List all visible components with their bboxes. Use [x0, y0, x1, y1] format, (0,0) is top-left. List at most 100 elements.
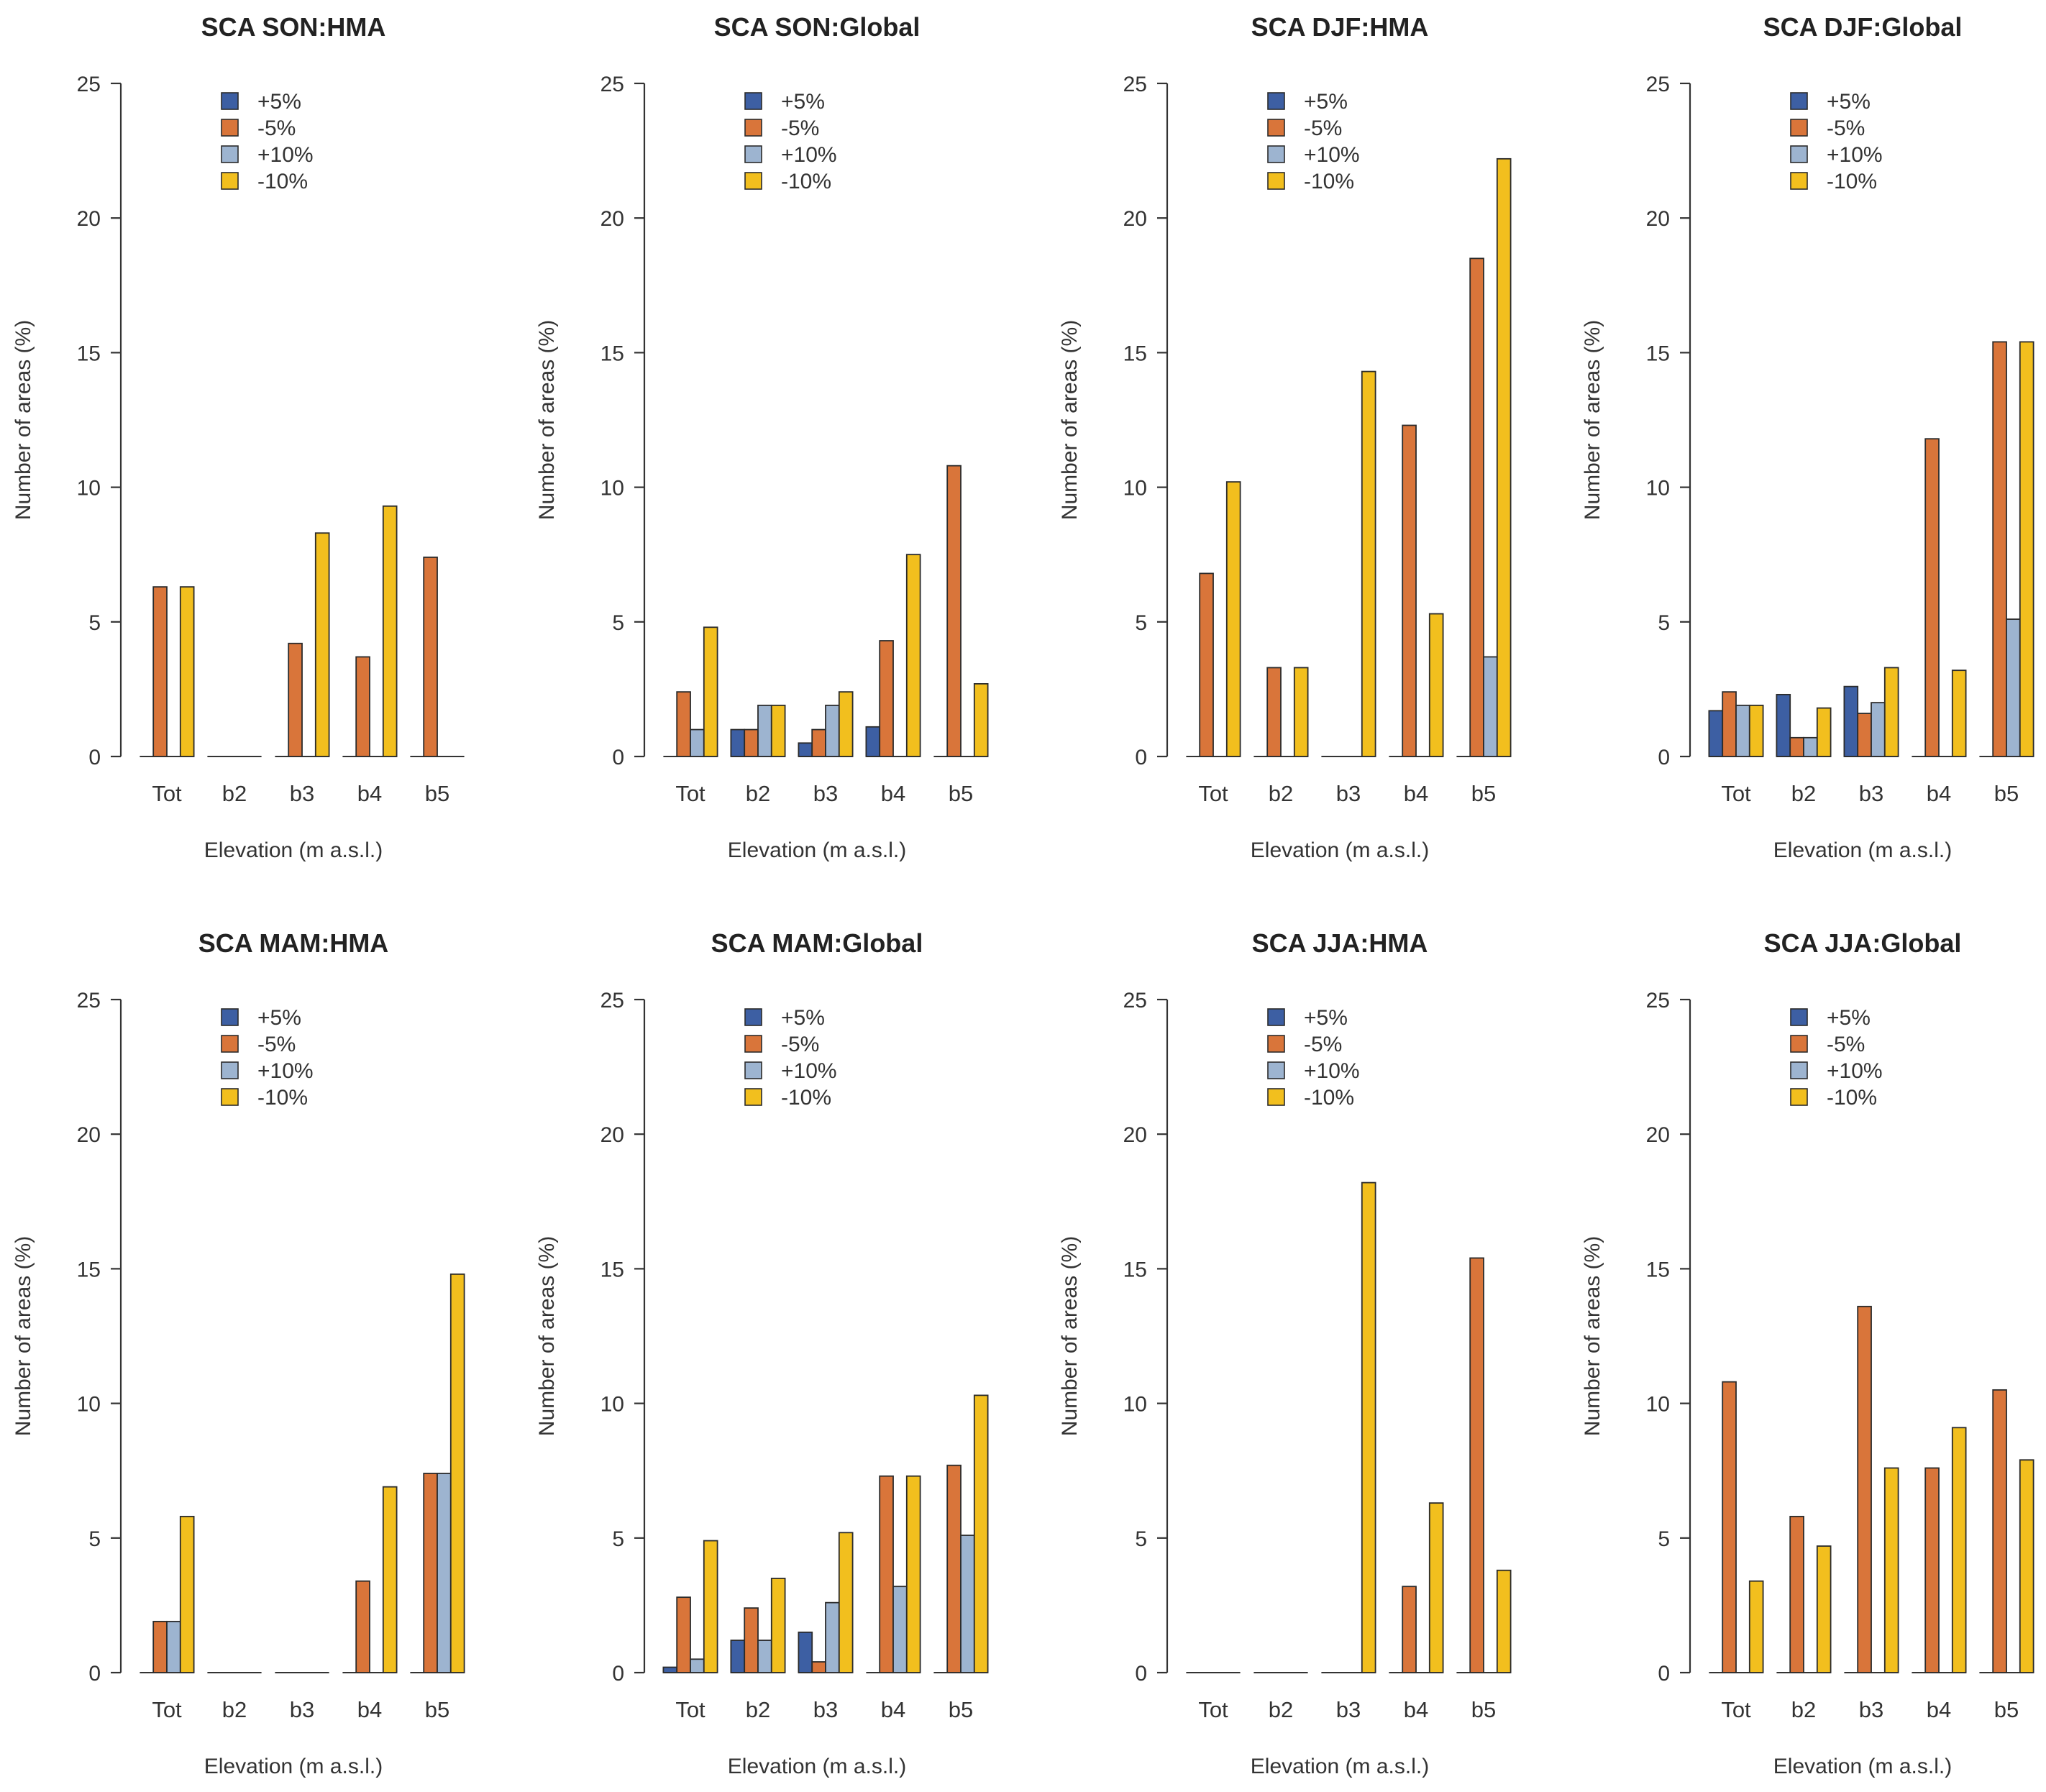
panel-6: SCA MAM:Global 0 5 10 15 20 25 Number of areas …: [535, 928, 989, 1778]
bar-plus10pct-b4: [892, 1586, 908, 1673]
bar-minus10pct-b2: [770, 704, 786, 757]
legend-swatch: [1790, 172, 1808, 190]
legend-label: +5%: [1304, 1006, 1348, 1030]
bar-plus5pct-b3: [1843, 685, 1859, 757]
bar-minus5pct-b5: [1992, 341, 2007, 757]
y-tick-label: 10: [77, 477, 101, 500]
legend-swatch: [1790, 1008, 1808, 1026]
x-tick-label: b5: [949, 1697, 973, 1722]
bar-plus10pct-Tot: [1735, 704, 1750, 757]
bar-plus5pct-b4: [865, 726, 881, 757]
legend-swatch: [1790, 119, 1808, 137]
bar-minus5pct-b4: [1924, 1467, 1940, 1673]
y-tick-label: 25: [1646, 73, 1670, 96]
legend-label: +5%: [781, 90, 825, 114]
y-tick-label: 0: [612, 1662, 624, 1686]
panel-5: SCA MAM:HMA 0 5 10 15 20 25 Number of areas (%)…: [12, 928, 465, 1778]
legend-swatch: [221, 1061, 239, 1079]
legend-swatch: [221, 119, 239, 137]
x-tick-label: b4: [1927, 1697, 1951, 1722]
x-tick-label: Tot: [675, 1697, 705, 1722]
panel-title: SCA MAM:Global: [711, 928, 923, 958]
y-tick-label: 5: [1658, 1527, 1670, 1551]
y-tick-label: 5: [612, 1527, 624, 1551]
bar-plus10pct-b3: [825, 704, 840, 757]
y-tick-label: 0: [1658, 746, 1670, 769]
legend-label: +5%: [257, 90, 301, 114]
y-tick-label: 25: [77, 989, 101, 1012]
bar-plus5pct-b3: [798, 1631, 813, 1673]
legend-swatch: [1790, 1035, 1808, 1053]
legend-swatch: [221, 145, 239, 163]
y-tick-label: 15: [1123, 1258, 1147, 1281]
bar-minus10pct-b4: [382, 505, 398, 757]
x-tick-label: b2: [1791, 1697, 1816, 1722]
y-tick-label: 10: [1123, 1393, 1147, 1417]
legend: +5%-5% +10% -10%: [221, 90, 314, 193]
legend-swatch: [1267, 1088, 1285, 1106]
bar-plus5pct-b2: [1776, 693, 1791, 757]
x-axis-label: Elevation (m a.s.l.): [1773, 1755, 1952, 1778]
x-tick-label: b2: [1269, 781, 1293, 806]
bar-minus10pct-b2: [1816, 707, 1832, 757]
x-tick-label: Tot: [1721, 1697, 1751, 1722]
y-tick-label: 0: [1135, 746, 1147, 769]
panel-title: SCA MAM:HMA: [198, 928, 389, 958]
bar-minus10pct-Tot: [703, 1540, 718, 1673]
bar-minus10pct-b5: [2019, 1459, 2034, 1673]
x-tick-label: b3: [1336, 1697, 1361, 1722]
legend-label: -5%: [257, 1033, 296, 1056]
bar-plus10pct-Tot: [690, 1658, 705, 1673]
x-axis-label: Elevation (m a.s.l.): [728, 838, 906, 862]
x-tick-label: b3: [813, 1697, 838, 1722]
bar-minus10pct-b3: [1883, 1467, 1899, 1673]
bar-plus5pct-Tot: [662, 1666, 678, 1673]
y-axis-label: Number of areas (%): [1058, 320, 1082, 520]
y-tick-label: 10: [1646, 477, 1670, 500]
x-tick-label: b5: [1471, 1697, 1496, 1722]
y-tick-label: 25: [1123, 989, 1147, 1012]
bar-minus10pct-b5: [973, 683, 989, 757]
legend-label: -5%: [781, 1033, 819, 1056]
bar-plus5pct-Tot: [1708, 710, 1724, 757]
legend-swatch: [221, 1008, 239, 1026]
x-tick-label: b5: [1471, 781, 1496, 806]
y-tick-label: 5: [612, 611, 624, 635]
x-tick-label: b5: [1994, 1697, 2019, 1722]
bar-minus5pct-b2: [744, 728, 759, 757]
legend-label: +5%: [781, 1006, 825, 1030]
y-tick-label: 20: [1646, 1123, 1670, 1147]
x-tick-label: b3: [290, 1697, 314, 1722]
x-axis-label: Elevation (m a.s.l.): [1773, 838, 1952, 862]
bar-minus5pct-b5: [1469, 1257, 1484, 1673]
y-axis-label: Number of areas (%): [12, 320, 35, 520]
bar-minus10pct-b4: [382, 1486, 398, 1673]
legend-swatch: [1790, 92, 1808, 110]
panel-1: SCA SON:HMA 0 5 10 15 20 25 Number of areas (%)…: [12, 12, 465, 862]
bar-minus5pct-b2: [744, 1607, 759, 1673]
legend-swatch: [744, 1061, 762, 1079]
x-tick-label: b4: [1404, 781, 1428, 806]
bar-minus5pct-b4: [879, 640, 894, 757]
x-tick-label: b5: [949, 781, 973, 806]
x-tick-label: b3: [290, 781, 314, 806]
panel-title: SCA JJA:Global: [1764, 928, 1962, 958]
bar-minus5pct-Tot: [1722, 691, 1737, 757]
bar-minus5pct-b2: [1789, 1515, 1804, 1673]
panel-title: SCA SON:HMA: [201, 12, 386, 42]
bar-minus5pct-b3: [1857, 713, 1872, 757]
bar-minus5pct-Tot: [1199, 572, 1214, 757]
bar-minus5pct-b4: [1402, 424, 1417, 757]
legend-swatch: [744, 172, 762, 190]
y-tick-label: 5: [88, 1527, 101, 1551]
legend-label: -10%: [1827, 170, 1877, 193]
legend-label: -10%: [781, 170, 831, 193]
bar-plus5pct-b2: [730, 728, 746, 757]
y-tick-label: 5: [1135, 611, 1147, 635]
legend-swatch: [221, 172, 239, 190]
x-tick-label: b4: [357, 781, 382, 806]
y-axis-label: Number of areas (%): [1058, 1236, 1082, 1436]
y-tick-label: 10: [600, 1393, 624, 1417]
bar-plus10pct-b3: [825, 1601, 840, 1673]
bar-minus5pct-Tot: [676, 1596, 691, 1673]
